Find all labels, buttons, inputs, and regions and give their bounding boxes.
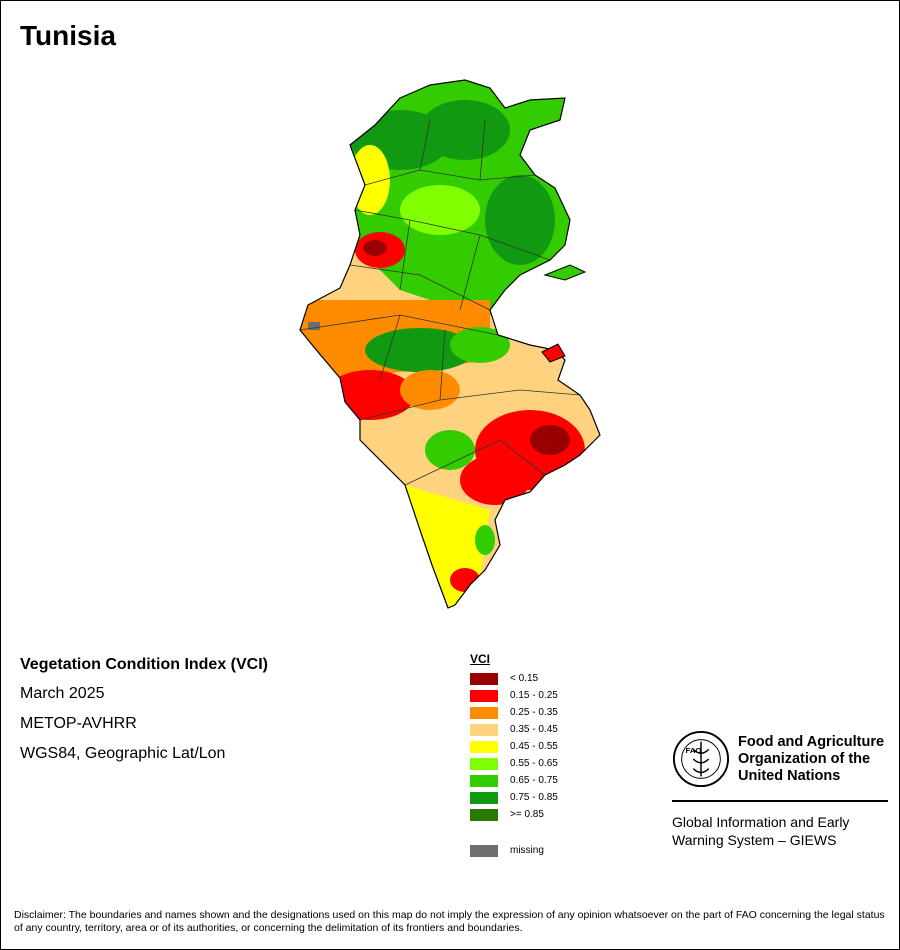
sensor-name: METOP-AVHRR [20, 715, 137, 732]
legend-item: 0.55 - 0.65 [470, 755, 558, 772]
legend-item: >= 0.85 [470, 806, 558, 823]
giews-line1: Global Information and Early [672, 814, 850, 830]
admin-boundaries [300, 119, 581, 486]
legend-item: 0.25 - 0.35 [470, 704, 558, 721]
disclaimer: Disclaimer: The boundaries and names sho… [14, 909, 885, 934]
legend-item: 0.35 - 0.45 [470, 721, 558, 738]
fao-divider [672, 800, 888, 802]
zone-medenine-red [460, 455, 530, 505]
legend-swatch [470, 740, 498, 753]
legend-label: 0.65 - 0.75 [510, 775, 558, 786]
zone-south-green-2 [475, 525, 495, 555]
zone-sfax-green [450, 327, 510, 363]
legend-item: < 0.15 [470, 670, 558, 687]
map-title: Tunisia [20, 20, 116, 51]
fao-name: Food and Agriculture Organization of the… [738, 734, 884, 785]
map-date: March 2025 [20, 685, 105, 702]
legend-swatch [470, 757, 498, 770]
fao-header: FAO Food and Agriculture Organization of… [672, 730, 888, 788]
zone-sahel-dense [485, 175, 555, 265]
fao-block: FAO Food and Agriculture Organization of… [672, 730, 888, 849]
legend-swatch [470, 774, 498, 787]
zone-djerba-darkred [530, 425, 570, 455]
legend-item: 0.65 - 0.75 [470, 772, 558, 789]
fao-name-line1: Food and Agriculture [738, 733, 885, 750]
legend-item: 0.15 - 0.25 [470, 687, 558, 704]
fao-name-line2: Organization of the [738, 750, 871, 767]
legend-label: < 0.15 [510, 673, 539, 684]
zone-center-light [400, 185, 480, 235]
index-name: Vegetation Condition Index (VCI) [20, 656, 268, 673]
kerkennah-islands [543, 264, 587, 281]
legend-item: 0.45 - 0.55 [470, 738, 558, 755]
fao-logo-text: FAO [686, 746, 702, 755]
legend-swatch [470, 808, 498, 821]
zone-south-orange [400, 370, 460, 410]
legend-items: < 0.15 0.15 - 0.25 0.25 - 0.35 0.35 - 0.45 0… [470, 670, 558, 823]
legend-item: 0.75 - 0.85 [470, 789, 558, 806]
legend-label: 0.15 - 0.25 [510, 690, 558, 701]
tunisia-map-svg [299, 79, 601, 609]
legend-label: 0.45 - 0.55 [510, 741, 558, 752]
legend-label: 0.75 - 0.85 [510, 792, 558, 803]
legend-swatch [470, 672, 498, 685]
fao-name-line3: United Nations [738, 767, 841, 784]
legend-label: 0.35 - 0.45 [510, 724, 558, 735]
djerba-island [541, 343, 566, 363]
legend-label: 0.55 - 0.65 [510, 758, 558, 769]
fao-logo-icon: FAO [672, 730, 730, 788]
legend-label: 0.25 - 0.35 [510, 707, 558, 718]
zone-south-green [425, 430, 475, 470]
legend-label-missing: missing [510, 845, 544, 856]
legend-swatch [470, 791, 498, 804]
zone-north-dense [420, 100, 510, 160]
legend-swatch [470, 706, 498, 719]
zone-missing [308, 322, 320, 330]
map-info: Vegetation Condition Index (VCI) March 2… [20, 656, 268, 775]
legend-swatch [470, 723, 498, 736]
legend-title: VCI [470, 652, 491, 666]
legend: VCI < 0.15 0.15 - 0.25 0.25 - 0.35 0.35 - 0… [470, 652, 558, 859]
legend-label: >= 0.85 [510, 809, 544, 820]
giews-name: Global Information and Early Warning Sys… [672, 813, 888, 849]
giews-line2: Warning System – GIEWS [672, 832, 837, 848]
legend-item-missing: missing [470, 842, 558, 859]
legend-swatch-missing [470, 844, 498, 857]
zone-kasserine-darkred [363, 240, 387, 256]
projection-name: WGS84, Geographic Lat/Lon [20, 745, 226, 762]
vci-map [280, 60, 620, 620]
legend-swatch [470, 689, 498, 702]
